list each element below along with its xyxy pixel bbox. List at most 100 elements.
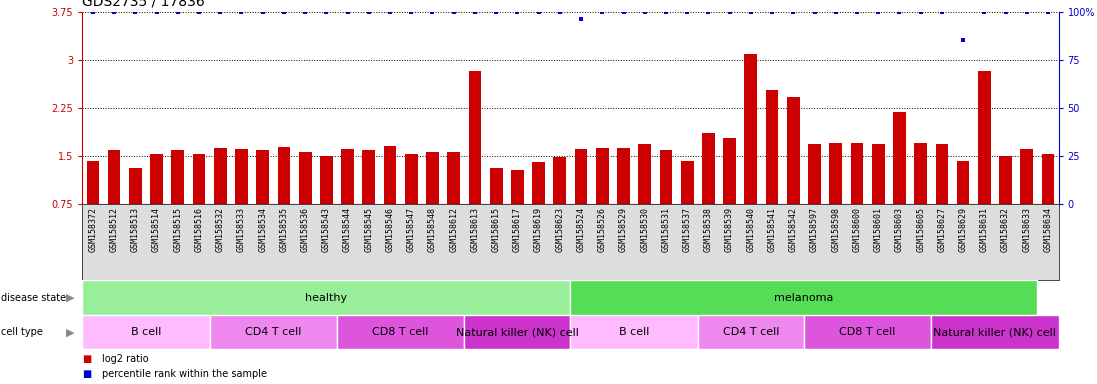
Text: GSM158619: GSM158619 [534, 207, 543, 252]
Text: GSM158526: GSM158526 [598, 207, 607, 252]
Point [212, 8, 229, 15]
Point [721, 8, 738, 15]
Point [742, 8, 759, 15]
Point [912, 8, 929, 15]
Text: GSM158605: GSM158605 [916, 207, 925, 252]
Bar [426, 152, 439, 204]
Bar [82, 315, 210, 349]
Point [614, 8, 632, 15]
Point [805, 8, 823, 15]
Text: GSM158530: GSM158530 [641, 207, 649, 252]
Text: GSM158612: GSM158612 [449, 207, 459, 252]
Text: GSM158539: GSM158539 [725, 207, 734, 252]
Bar [698, 315, 804, 349]
Bar [745, 55, 757, 204]
Point [700, 8, 717, 15]
Bar [405, 154, 418, 204]
Point [827, 8, 845, 15]
Text: GSM158532: GSM158532 [216, 207, 225, 252]
Bar [850, 143, 863, 204]
Bar [193, 154, 205, 204]
Point [403, 8, 420, 15]
Bar [1020, 149, 1033, 204]
Bar [702, 133, 715, 204]
Bar [384, 146, 396, 204]
Text: GSM158544: GSM158544 [343, 207, 352, 252]
Text: GSM158516: GSM158516 [194, 207, 204, 252]
Point [551, 8, 568, 15]
Point [105, 8, 123, 15]
Text: GSM158623: GSM158623 [555, 207, 564, 252]
Point [870, 8, 887, 15]
Bar [362, 151, 375, 204]
Bar [532, 162, 545, 204]
Text: GSM158613: GSM158613 [471, 207, 479, 252]
Text: GSM158547: GSM158547 [407, 207, 416, 252]
Text: GSM158600: GSM158600 [852, 207, 861, 252]
Bar [723, 137, 736, 204]
Text: GSM158542: GSM158542 [789, 207, 798, 252]
Text: CD4 T cell: CD4 T cell [723, 327, 779, 337]
Text: GSM158546: GSM158546 [385, 207, 395, 252]
Bar [596, 148, 609, 204]
Point [445, 8, 463, 15]
Bar [337, 315, 464, 349]
Bar [320, 156, 332, 204]
Text: B cell: B cell [619, 327, 649, 337]
Bar [511, 170, 523, 204]
Text: GSM158633: GSM158633 [1022, 207, 1031, 252]
Text: GSM158533: GSM158533 [237, 207, 246, 252]
Text: GSM158597: GSM158597 [810, 207, 819, 252]
Text: ▶: ▶ [66, 327, 75, 337]
Text: log2 ratio: log2 ratio [102, 354, 149, 364]
Text: GSM158512: GSM158512 [110, 207, 118, 252]
Point [509, 8, 527, 15]
Bar [659, 151, 672, 204]
Text: GSM158536: GSM158536 [301, 207, 309, 252]
Text: GSM158515: GSM158515 [173, 207, 182, 252]
Bar [872, 144, 884, 204]
Text: GSM158601: GSM158601 [873, 207, 883, 252]
Text: GSM158545: GSM158545 [364, 207, 373, 252]
Point [275, 8, 293, 15]
Text: GSM158634: GSM158634 [1043, 207, 1052, 252]
Text: healthy: healthy [305, 293, 348, 303]
Bar [787, 97, 800, 204]
Bar [298, 152, 312, 204]
Point [997, 8, 1015, 15]
Point [573, 16, 590, 22]
Text: GSM158548: GSM158548 [428, 207, 437, 252]
Text: GSM158531: GSM158531 [661, 207, 670, 252]
Point [148, 8, 166, 15]
Text: GSM158543: GSM158543 [321, 207, 331, 252]
Bar [999, 156, 1011, 204]
Bar [210, 315, 337, 349]
Point [1018, 8, 1036, 15]
Point [233, 8, 250, 15]
Text: GSM158627: GSM158627 [937, 207, 947, 252]
Text: GSM158617: GSM158617 [513, 207, 522, 252]
Point [317, 8, 335, 15]
Bar [82, 280, 570, 315]
Text: ■: ■ [82, 369, 91, 379]
Point [954, 37, 972, 43]
Bar [914, 143, 927, 204]
Point [975, 8, 993, 15]
Point [678, 8, 695, 15]
Bar [681, 161, 693, 204]
Text: CD8 T cell: CD8 T cell [839, 327, 896, 337]
Point [423, 8, 441, 15]
Point [593, 8, 611, 15]
Bar [808, 144, 821, 204]
Text: CD4 T cell: CD4 T cell [245, 327, 302, 337]
Text: GSM158537: GSM158537 [682, 207, 692, 252]
Bar [108, 151, 121, 204]
Bar [341, 149, 354, 204]
Text: GDS2735 / 17836: GDS2735 / 17836 [82, 0, 205, 9]
Bar [278, 147, 291, 204]
Text: GSM158629: GSM158629 [959, 207, 968, 252]
Bar [957, 161, 970, 204]
Point [466, 8, 484, 15]
Text: GSM158529: GSM158529 [619, 207, 627, 252]
Bar [171, 151, 184, 204]
